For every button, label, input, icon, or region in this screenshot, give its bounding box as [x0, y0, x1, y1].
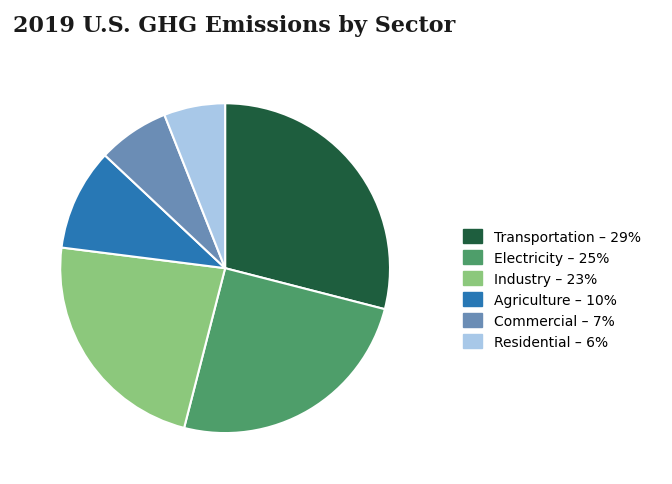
Legend: Transportation – 29%, Electricity – 25%, Industry – 23%, Agriculture – 10%, Comm: Transportation – 29%, Electricity – 25%,… — [459, 225, 644, 353]
Wedge shape — [225, 104, 390, 310]
Text: 2019 U.S. GHG Emissions by Sector: 2019 U.S. GHG Emissions by Sector — [13, 15, 456, 36]
Wedge shape — [60, 248, 225, 428]
Wedge shape — [105, 116, 225, 269]
Wedge shape — [184, 269, 385, 433]
Wedge shape — [165, 104, 225, 269]
Wedge shape — [62, 156, 225, 269]
